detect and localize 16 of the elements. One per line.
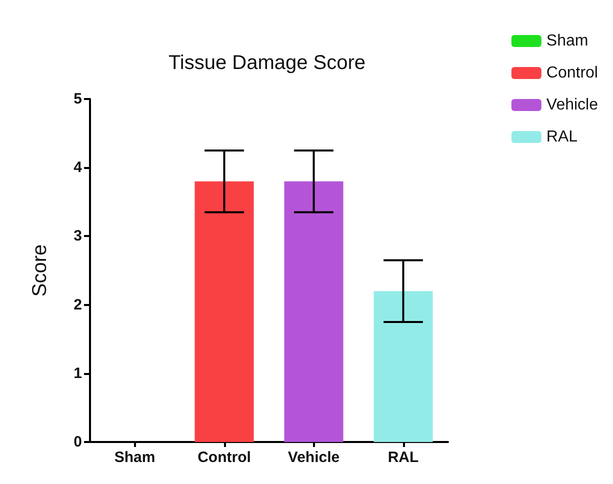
legend-label: Sham: [546, 32, 588, 50]
chart-title: Tissue Damage Score: [168, 52, 366, 74]
x-tick-label: Vehicle: [288, 449, 340, 466]
y-tick-label: 0: [74, 434, 82, 450]
y-tick-label: 3: [74, 228, 82, 245]
y-axis-title: Score: [29, 244, 51, 297]
legend-label: Control: [546, 64, 598, 82]
legend-label: RAL: [546, 128, 578, 146]
y-tick-label: 4: [74, 159, 83, 176]
y-tick-label: 1: [74, 364, 82, 382]
y-tick-label: 5: [74, 90, 82, 108]
legend-label: Vehicle: [546, 96, 598, 114]
x-tick-label: Control: [198, 449, 251, 466]
y-tick-label: 2: [74, 296, 82, 314]
x-tick-label: RAL: [388, 449, 419, 466]
x-tick-label: Sham: [114, 449, 156, 466]
